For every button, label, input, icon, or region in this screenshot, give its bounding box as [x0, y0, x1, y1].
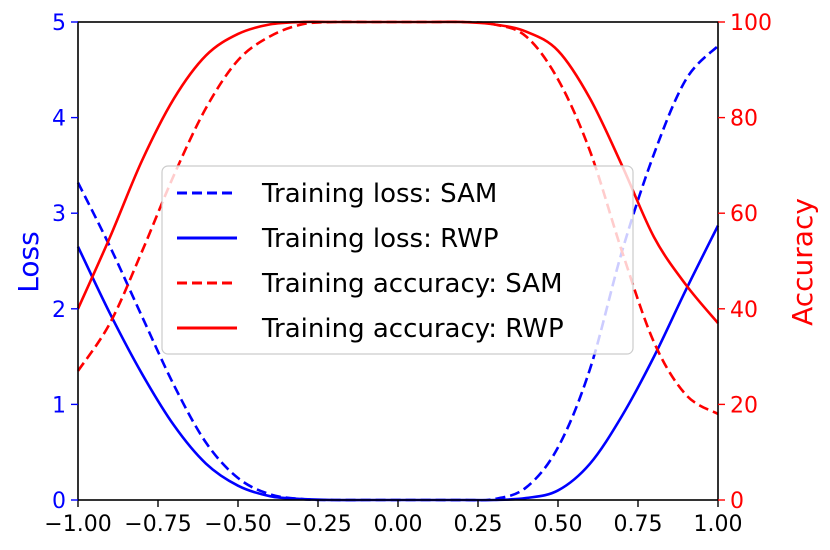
y-left-tick-label: 2 — [52, 298, 66, 323]
axes: −1.00 −0.75 −0.50 −0.25 0.00 0.25 0.50 0.75 1.00… — [44, 11, 772, 537]
y-right-tick-label: 60 — [730, 202, 758, 227]
y-right-tick-label: 20 — [730, 393, 758, 418]
y-right-tick-label: 40 — [730, 298, 758, 323]
x-tick-label: −0.50 — [204, 512, 271, 537]
y-axis-right-title: Accuracy — [786, 198, 819, 326]
legend-label-loss-sam: Training loss: SAM — [261, 179, 497, 209]
x-tick-label: 0.25 — [454, 512, 503, 537]
y-left-tick-label: 0 — [52, 489, 66, 514]
y-axis-left-title: Loss — [12, 231, 45, 292]
y-right-tick-label: 0 — [730, 489, 744, 514]
legend-label-accuracy-rwp: Training accuracy: RWP — [261, 314, 564, 344]
legend-label-accuracy-sam: Training accuracy: SAM — [261, 269, 563, 299]
y-left-tick-label: 1 — [52, 393, 66, 418]
x-tick-label: −1.00 — [44, 512, 111, 537]
x-tick-label: 0.50 — [534, 512, 583, 537]
x-tick-label: −0.25 — [284, 512, 351, 537]
y-left-tick-label: 4 — [52, 107, 66, 132]
x-tick-label: 1.00 — [694, 512, 743, 537]
legend: Training loss: SAM Training loss: RWP Tr… — [161, 165, 634, 355]
legend-box — [161, 165, 634, 355]
y-left-tick-label: 5 — [52, 11, 66, 36]
y-right-tick-label: 100 — [730, 11, 772, 36]
y-right-tick-label: 80 — [730, 107, 758, 132]
y-left-tick-label: 3 — [52, 202, 66, 227]
x-tick-label: 0.75 — [614, 512, 663, 537]
legend-label-loss-rwp: Training loss: RWP — [261, 224, 499, 254]
x-tick-label: 0.00 — [374, 512, 423, 537]
x-tick-label: −0.75 — [124, 512, 191, 537]
